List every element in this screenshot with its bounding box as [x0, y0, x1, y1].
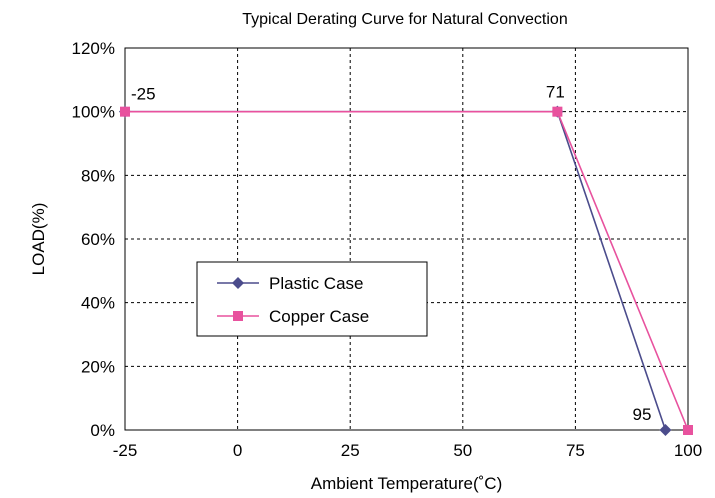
x-tick-label: 50 — [453, 441, 472, 460]
y-tick-label: 0% — [90, 421, 115, 440]
legend-label: Copper Case — [269, 307, 369, 326]
data-point-square — [552, 106, 563, 117]
x-axis-title: Ambient Temperature(˚C) — [311, 474, 502, 493]
chart-title: Typical Derating Curve for Natural Conve… — [242, 11, 567, 28]
legend: Plastic Case Copper Case — [196, 261, 428, 337]
x-tick-label: 25 — [341, 441, 360, 460]
legend-marker-diamond — [232, 277, 244, 289]
data-label: 95 — [633, 405, 652, 424]
legend-label: Plastic Case — [269, 274, 363, 293]
y-tick-label: 60% — [81, 230, 115, 249]
y-tick-label: 120% — [72, 39, 115, 58]
legend-item: Copper Case — [217, 307, 369, 326]
y-tick-label: 20% — [81, 357, 115, 376]
x-axis-ticks: -25 0 25 50 75 100 — [113, 441, 702, 460]
y-axis-title: LOAD(%) — [29, 203, 48, 276]
series-copper-case — [120, 106, 693, 435]
plot-area-frame — [124, 47, 689, 431]
data-point-square — [683, 425, 693, 435]
annotations: -25 71 95 — [131, 83, 651, 424]
data-point-square — [120, 106, 130, 117]
data-point-diamond — [659, 424, 672, 436]
y-tick-label: 100% — [72, 103, 115, 122]
y-tick-label: 80% — [81, 166, 115, 185]
x-tick-label: 75 — [566, 441, 585, 460]
grid — [125, 48, 688, 430]
y-tick-label: 40% — [81, 294, 115, 313]
legend-item: Plastic Case — [217, 274, 363, 293]
data-label: -25 — [131, 85, 156, 104]
y-axis-ticks: 0% 20% 40% 60% 80% 100% 120% — [72, 39, 115, 440]
legend-box — [196, 261, 428, 337]
series-layer — [119, 105, 693, 436]
x-tick-label: 100 — [674, 441, 702, 460]
legend-marker-square — [233, 311, 243, 321]
data-label: 71 — [546, 83, 565, 102]
x-tick-label: 0 — [233, 441, 242, 460]
x-tick-label: -25 — [113, 441, 138, 460]
